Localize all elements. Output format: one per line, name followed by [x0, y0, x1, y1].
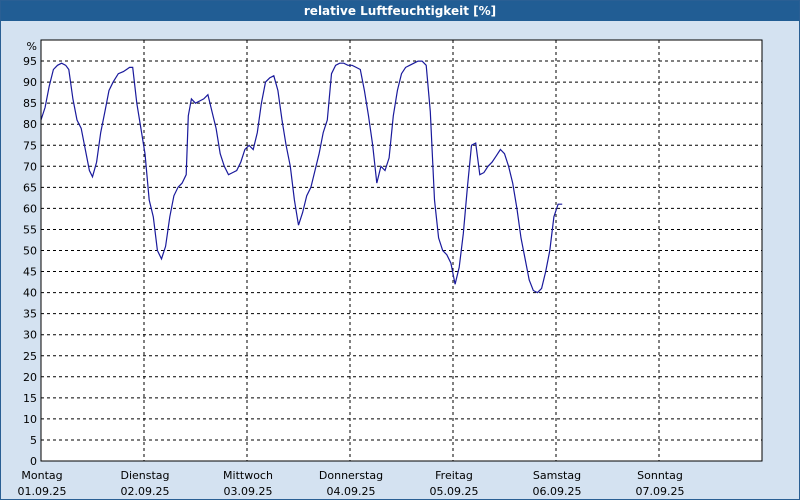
y-tick-label: 65	[23, 181, 37, 194]
x-tick-day-label: Freitag	[435, 469, 473, 482]
x-tick-day-label: Dienstag	[120, 469, 169, 482]
y-tick-label: 0	[30, 455, 37, 468]
x-tick-day-label: Mittwoch	[223, 469, 273, 482]
humidity-series-line	[40, 60, 563, 294]
y-tick-label: 40	[23, 287, 37, 300]
y-axis-unit-label: %	[27, 40, 37, 53]
y-tick-label: 85	[23, 97, 37, 110]
y-tick-label: 90	[23, 76, 37, 89]
y-tick-label: 50	[23, 245, 37, 258]
x-tick-day-label: Donnerstag	[319, 469, 383, 482]
y-tick-label: 30	[23, 329, 37, 342]
x-tick-date-label: 03.09.25	[224, 485, 273, 498]
y-tick-label: 10	[23, 413, 37, 426]
y-tick-label: 5	[30, 434, 37, 447]
y-tick-label: 35	[23, 308, 37, 321]
y-tick-label: 75	[23, 139, 37, 152]
x-tick-date-label: 01.09.25	[18, 485, 67, 498]
chart-title: relative Luftfeuchtigkeit [%]	[1, 1, 799, 21]
y-tick-label: 55	[23, 223, 37, 236]
x-tick-date-label: 06.09.25	[533, 485, 582, 498]
y-tick-label: 45	[23, 266, 37, 279]
x-tick-date-label: 05.09.25	[430, 485, 479, 498]
x-tick-day-label: Samstag	[533, 469, 581, 482]
y-tick-label: 25	[23, 350, 37, 363]
y-tick-label: 20	[23, 371, 37, 384]
x-tick-day-label: Sonntag	[637, 469, 683, 482]
y-tick-label: 95	[23, 55, 37, 68]
y-tick-label: 60	[23, 202, 37, 215]
x-tick-day-label: Montag	[21, 469, 62, 482]
x-tick-date-label: 02.09.25	[121, 485, 170, 498]
x-tick-date-label: 04.09.25	[327, 485, 376, 498]
y-tick-label: 70	[23, 160, 37, 173]
y-tick-label: 80	[23, 118, 37, 131]
x-tick-date-label: 07.09.25	[636, 485, 685, 498]
y-tick-label: 15	[23, 392, 37, 405]
plot-border	[40, 39, 763, 462]
